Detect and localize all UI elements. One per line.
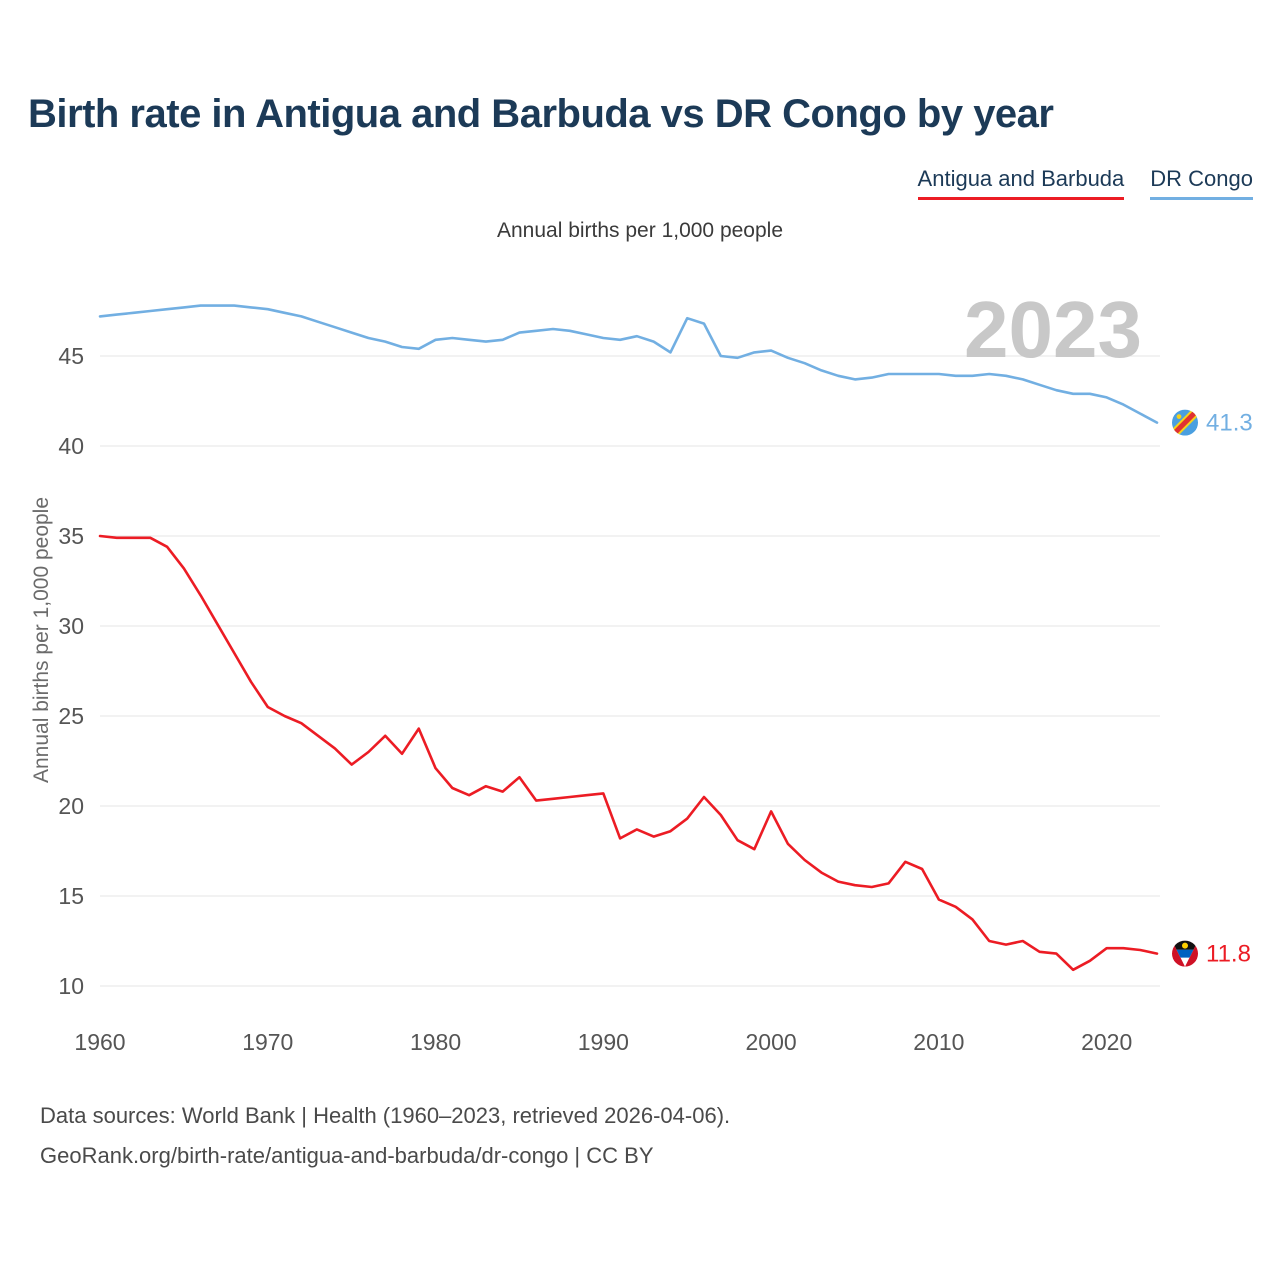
x-tick-label: 1970: [242, 1029, 293, 1055]
chart-plot: 10 15 20 25 30 35 40 45 1960 1970 1980 1990 2000 2010…: [58, 285, 1253, 1055]
footer-sources: Data sources: World Bank | Health (1960–…: [40, 1103, 731, 1128]
y-tick-label: 35: [58, 523, 84, 549]
x-tick-label: 2020: [1081, 1029, 1132, 1055]
x-tick-label: 1960: [74, 1029, 125, 1055]
y-tick-label: 45: [58, 343, 84, 369]
watermark-year: 2023: [964, 285, 1142, 374]
footer-link: GeoRank.org/birth-rate/antigua-and-barbu…: [40, 1143, 654, 1168]
legend-item-antigua[interactable]: Antigua and Barbuda: [917, 166, 1125, 200]
drcongo-end-value: 41.3: [1206, 410, 1253, 437]
x-tick-label: 2010: [913, 1029, 964, 1055]
chart-subtitle: Annual births per 1,000 people: [496, 219, 784, 242]
legend-item-drcongo[interactable]: DR Congo: [1150, 166, 1253, 200]
drcongo-line: [98, 304, 1159, 424]
y-tick-label: 10: [58, 973, 84, 999]
y-tick-label: 20: [58, 793, 84, 819]
y-tick-label: 25: [58, 703, 84, 729]
antigua-line: [98, 534, 1159, 972]
x-tick-label: 1980: [410, 1029, 461, 1055]
antigua-flag-icon: [1172, 940, 1198, 967]
y-tick-label: 30: [58, 613, 84, 639]
x-tick-label: 2000: [746, 1029, 797, 1055]
y-tick-label: 15: [58, 883, 84, 909]
antigua-end-value: 11.8: [1206, 941, 1251, 968]
chart-title: Birth rate in Antigua and Barbuda vs DR …: [28, 92, 1054, 136]
legend: Antigua and Barbuda DR Congo: [917, 166, 1253, 200]
x-tick-label: 1990: [578, 1029, 629, 1055]
footer: Data sources: World Bank | Health (1960–…: [40, 1096, 730, 1176]
y-tick-label: 40: [58, 433, 84, 459]
drcongo-flag-icon: [1172, 409, 1198, 436]
